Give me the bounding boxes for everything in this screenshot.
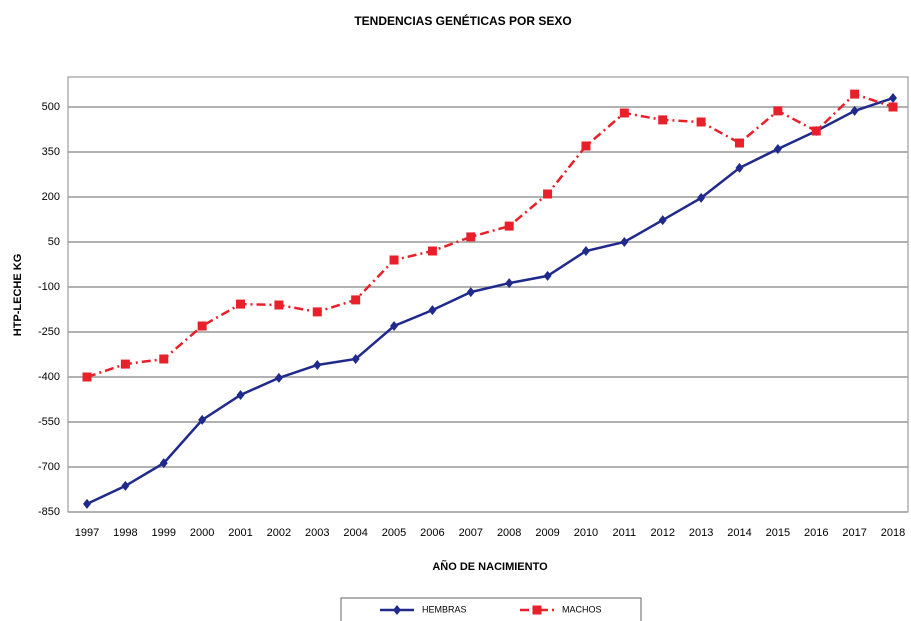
- point: [393, 605, 401, 615]
- point: [773, 144, 782, 154]
- y-axis-label: HTP-LECHE KG: [12, 254, 24, 337]
- series-line: [86, 96, 894, 506]
- point: [82, 372, 92, 382]
- legend-box: [340, 597, 642, 621]
- point: [735, 162, 744, 173]
- point: [351, 295, 361, 305]
- point: [120, 359, 130, 369]
- x-tick-label: 2002: [267, 527, 291, 539]
- y-tick-label: -250: [38, 326, 60, 338]
- point: [390, 321, 399, 331]
- y-tick-label: 200: [42, 191, 60, 203]
- y-tick-label: -100: [38, 281, 60, 293]
- point: [236, 299, 246, 309]
- point: [121, 480, 130, 491]
- series-line: [86, 92, 894, 379]
- y-tick-label: -400: [38, 371, 60, 383]
- point: [504, 221, 514, 231]
- y-tick-label: -700: [38, 461, 60, 473]
- point: [581, 246, 590, 256]
- y-tick-label: -550: [38, 416, 60, 428]
- x-tick-label: 2016: [804, 527, 828, 539]
- point: [696, 117, 706, 127]
- x-tick-label: 2007: [459, 527, 483, 539]
- plot-frame: [67, 76, 909, 513]
- point: [312, 307, 322, 317]
- point: [274, 372, 283, 383]
- point: [83, 498, 91, 509]
- point: [850, 105, 859, 116]
- x-tick-label: 2015: [766, 527, 790, 539]
- point: [543, 270, 552, 281]
- y-tick-label: 350: [42, 146, 60, 158]
- point: [811, 126, 821, 136]
- point: [889, 93, 897, 103]
- x-tick-label: 2010: [574, 527, 598, 539]
- legend-label: MACHOS: [562, 604, 602, 614]
- point: [658, 115, 668, 125]
- x-tick-label: 2003: [305, 527, 329, 539]
- point: [505, 278, 514, 289]
- x-tick-label: 2013: [689, 527, 713, 539]
- y-tick-label: 50: [48, 236, 60, 248]
- x-tick-label: 2004: [343, 527, 367, 539]
- point: [389, 255, 399, 265]
- point: [620, 237, 629, 247]
- x-tick-label: 1997: [75, 527, 99, 539]
- point: [198, 414, 207, 425]
- point: [581, 141, 591, 151]
- point: [773, 106, 783, 116]
- y-tick-label: 500: [42, 101, 60, 113]
- point: [428, 305, 437, 316]
- x-tick-label: 2014: [727, 527, 751, 539]
- point: [734, 138, 744, 148]
- point: [313, 360, 322, 370]
- point: [197, 321, 207, 331]
- x-axis-label: AÑO DE NACIMIENTO: [432, 560, 548, 573]
- x-tick-label: 2018: [881, 527, 905, 539]
- x-tick-label: 1999: [152, 527, 176, 539]
- point: [850, 89, 860, 99]
- point: [466, 232, 476, 242]
- chart-title: TENDENCIAS GENÉTICAS POR SEXO: [354, 13, 571, 28]
- point: [466, 287, 475, 298]
- point: [236, 390, 245, 400]
- point: [159, 458, 168, 469]
- x-tick-label: 2012: [650, 527, 674, 539]
- point: [619, 108, 629, 118]
- point: [427, 246, 437, 256]
- x-tick-label: 1998: [113, 527, 137, 539]
- x-tick-label: 2000: [190, 527, 214, 539]
- point: [532, 605, 542, 615]
- point: [274, 300, 284, 310]
- x-tick-label: 2011: [613, 527, 637, 539]
- x-tick-label: 2017: [842, 527, 866, 539]
- y-tick-label: -850: [38, 506, 60, 518]
- point: [159, 354, 169, 364]
- point: [658, 215, 667, 226]
- x-tick-label: 2008: [497, 527, 521, 539]
- legend-label: HEMBRAS: [422, 604, 467, 614]
- x-tick-label: 2001: [228, 527, 252, 539]
- x-tick-label: 2005: [382, 527, 406, 539]
- x-tick-label: 2006: [420, 527, 444, 539]
- point: [351, 354, 360, 364]
- point: [697, 192, 706, 203]
- x-tick-label: 2009: [535, 527, 559, 539]
- point: [888, 102, 898, 112]
- point: [543, 189, 553, 199]
